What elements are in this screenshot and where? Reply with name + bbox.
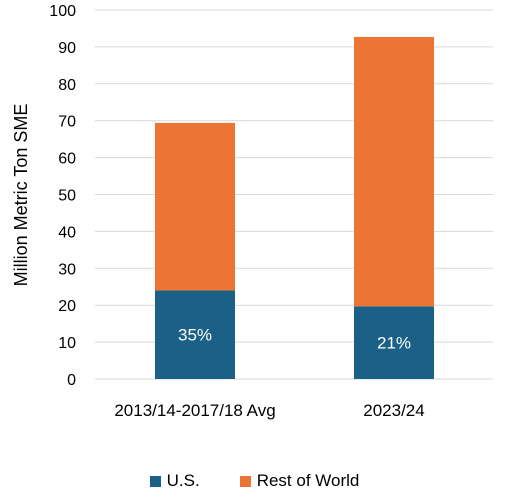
y-tick-label: 0 (67, 372, 76, 389)
y-tick-label: 30 (58, 261, 76, 278)
bar-data-labels: 35% 21% (178, 326, 411, 353)
y-tick-label: 70 (58, 114, 76, 131)
y-axis-ticks: 0 10 20 30 40 50 60 70 80 90 100 (49, 3, 76, 389)
x-axis-categories: 2013/14-2017/18 Avg 2023/24 (114, 401, 424, 420)
legend-item-rest-of-world: Rest of World (239, 471, 360, 491)
legend-item-us: U.S. (149, 471, 200, 491)
bar-data-label: 35% (178, 326, 212, 345)
bar-data-label: 21% (377, 334, 411, 353)
y-tick-label: 40 (58, 224, 76, 241)
legend-label-us: U.S. (166, 471, 200, 490)
x-category-label: 2023/24 (363, 401, 424, 420)
y-tick-label: 10 (58, 335, 76, 352)
bar-us (155, 290, 235, 379)
bar-rest-of-world (155, 122, 235, 291)
y-axis-label: Million Metric Ton SME (11, 104, 31, 287)
y-tick-label: 60 (58, 151, 76, 168)
legend: U.S. Rest of World (0, 471, 509, 491)
legend-swatch-us (149, 475, 161, 487)
bar-rest-of-world (354, 36, 434, 307)
bars (155, 36, 434, 379)
y-tick-label: 100 (49, 3, 76, 20)
x-category-label: 2013/14-2017/18 Avg (114, 401, 275, 420)
stacked-bar-chart: 0 10 20 30 40 50 60 70 80 90 100 35% 21% 2013/14-20… (11, 3, 493, 420)
y-tick-label: 50 (58, 188, 76, 205)
bar-us (354, 306, 434, 379)
legend-swatch-rest-of-world (239, 475, 251, 487)
y-tick-label: 90 (58, 40, 76, 57)
y-tick-label: 20 (58, 298, 76, 315)
y-tick-label: 80 (58, 77, 76, 94)
legend-label-rest-of-world: Rest of World (256, 471, 360, 490)
